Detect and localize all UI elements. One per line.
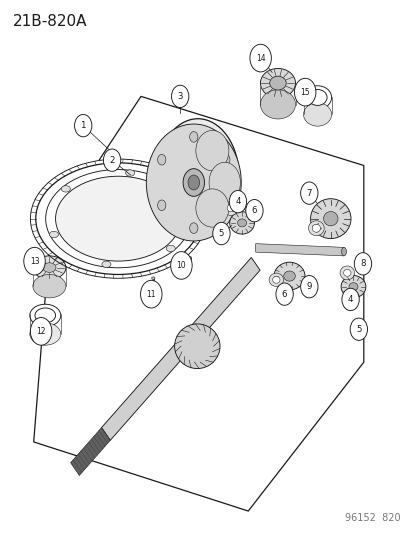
Ellipse shape <box>311 224 320 232</box>
Circle shape <box>275 283 292 305</box>
Polygon shape <box>101 257 259 440</box>
Text: 4: 4 <box>347 295 352 304</box>
Text: 6: 6 <box>251 206 256 215</box>
Circle shape <box>189 132 197 142</box>
Ellipse shape <box>303 86 331 109</box>
Text: 11: 11 <box>146 289 156 298</box>
Ellipse shape <box>268 273 283 286</box>
Circle shape <box>157 155 166 165</box>
Ellipse shape <box>156 119 239 236</box>
Ellipse shape <box>49 231 58 238</box>
Circle shape <box>189 223 197 233</box>
Text: 9: 9 <box>306 282 311 291</box>
Ellipse shape <box>269 76 285 90</box>
Ellipse shape <box>343 269 350 276</box>
Ellipse shape <box>303 103 331 126</box>
Ellipse shape <box>195 189 228 227</box>
Ellipse shape <box>323 212 337 226</box>
Circle shape <box>221 155 229 165</box>
Ellipse shape <box>227 204 234 212</box>
Ellipse shape <box>35 308 55 323</box>
Circle shape <box>300 182 317 204</box>
Ellipse shape <box>273 262 304 290</box>
Ellipse shape <box>348 282 357 290</box>
Text: 15: 15 <box>300 87 309 96</box>
Ellipse shape <box>283 271 294 281</box>
Circle shape <box>354 253 371 275</box>
Circle shape <box>300 276 317 298</box>
Ellipse shape <box>151 277 154 279</box>
Ellipse shape <box>341 247 346 256</box>
Circle shape <box>30 318 52 345</box>
Ellipse shape <box>195 131 228 171</box>
Circle shape <box>294 78 315 106</box>
Circle shape <box>229 190 246 213</box>
Text: 1: 1 <box>80 121 86 130</box>
Ellipse shape <box>188 175 199 190</box>
Circle shape <box>24 247 45 275</box>
Text: 8: 8 <box>359 260 365 268</box>
Circle shape <box>341 288 358 311</box>
Text: 4: 4 <box>235 197 240 206</box>
Circle shape <box>103 149 121 171</box>
Ellipse shape <box>339 266 354 280</box>
Circle shape <box>170 252 192 279</box>
Text: 5: 5 <box>355 325 361 334</box>
Ellipse shape <box>340 276 365 298</box>
Text: 3: 3 <box>177 92 183 101</box>
Ellipse shape <box>30 304 61 327</box>
Ellipse shape <box>223 200 237 215</box>
Ellipse shape <box>55 176 180 261</box>
Text: 7: 7 <box>306 189 311 198</box>
Ellipse shape <box>30 159 206 278</box>
Ellipse shape <box>272 276 279 283</box>
Ellipse shape <box>178 200 187 206</box>
Circle shape <box>157 200 166 211</box>
Circle shape <box>249 44 271 72</box>
Ellipse shape <box>307 90 326 106</box>
Text: 10: 10 <box>176 261 186 270</box>
Circle shape <box>349 318 367 341</box>
Text: 12: 12 <box>36 327 46 336</box>
Ellipse shape <box>229 212 254 234</box>
Ellipse shape <box>209 163 240 203</box>
Ellipse shape <box>187 256 191 260</box>
Ellipse shape <box>33 274 66 298</box>
Circle shape <box>245 199 263 222</box>
Text: 14: 14 <box>255 54 265 62</box>
Circle shape <box>221 200 229 211</box>
Circle shape <box>171 85 188 108</box>
Text: 96152  820: 96152 820 <box>344 513 400 523</box>
Ellipse shape <box>166 245 175 252</box>
Ellipse shape <box>61 185 70 192</box>
Text: 21B-820A: 21B-820A <box>13 14 88 29</box>
Ellipse shape <box>43 263 56 272</box>
Circle shape <box>212 222 230 245</box>
Text: 2: 2 <box>109 156 114 165</box>
Ellipse shape <box>237 219 246 227</box>
Polygon shape <box>71 427 110 475</box>
Polygon shape <box>255 244 343 256</box>
Ellipse shape <box>183 168 204 196</box>
Ellipse shape <box>310 199 350 239</box>
Ellipse shape <box>30 323 61 345</box>
Text: 5: 5 <box>218 229 224 238</box>
Ellipse shape <box>260 90 295 119</box>
Text: 13: 13 <box>30 257 39 265</box>
Circle shape <box>74 115 92 137</box>
Ellipse shape <box>33 256 66 279</box>
Circle shape <box>140 280 161 308</box>
Ellipse shape <box>146 124 241 241</box>
Text: 6: 6 <box>281 289 287 298</box>
Ellipse shape <box>308 221 323 236</box>
Ellipse shape <box>125 170 134 176</box>
Ellipse shape <box>102 261 111 268</box>
Ellipse shape <box>260 68 295 98</box>
Ellipse shape <box>174 324 219 368</box>
